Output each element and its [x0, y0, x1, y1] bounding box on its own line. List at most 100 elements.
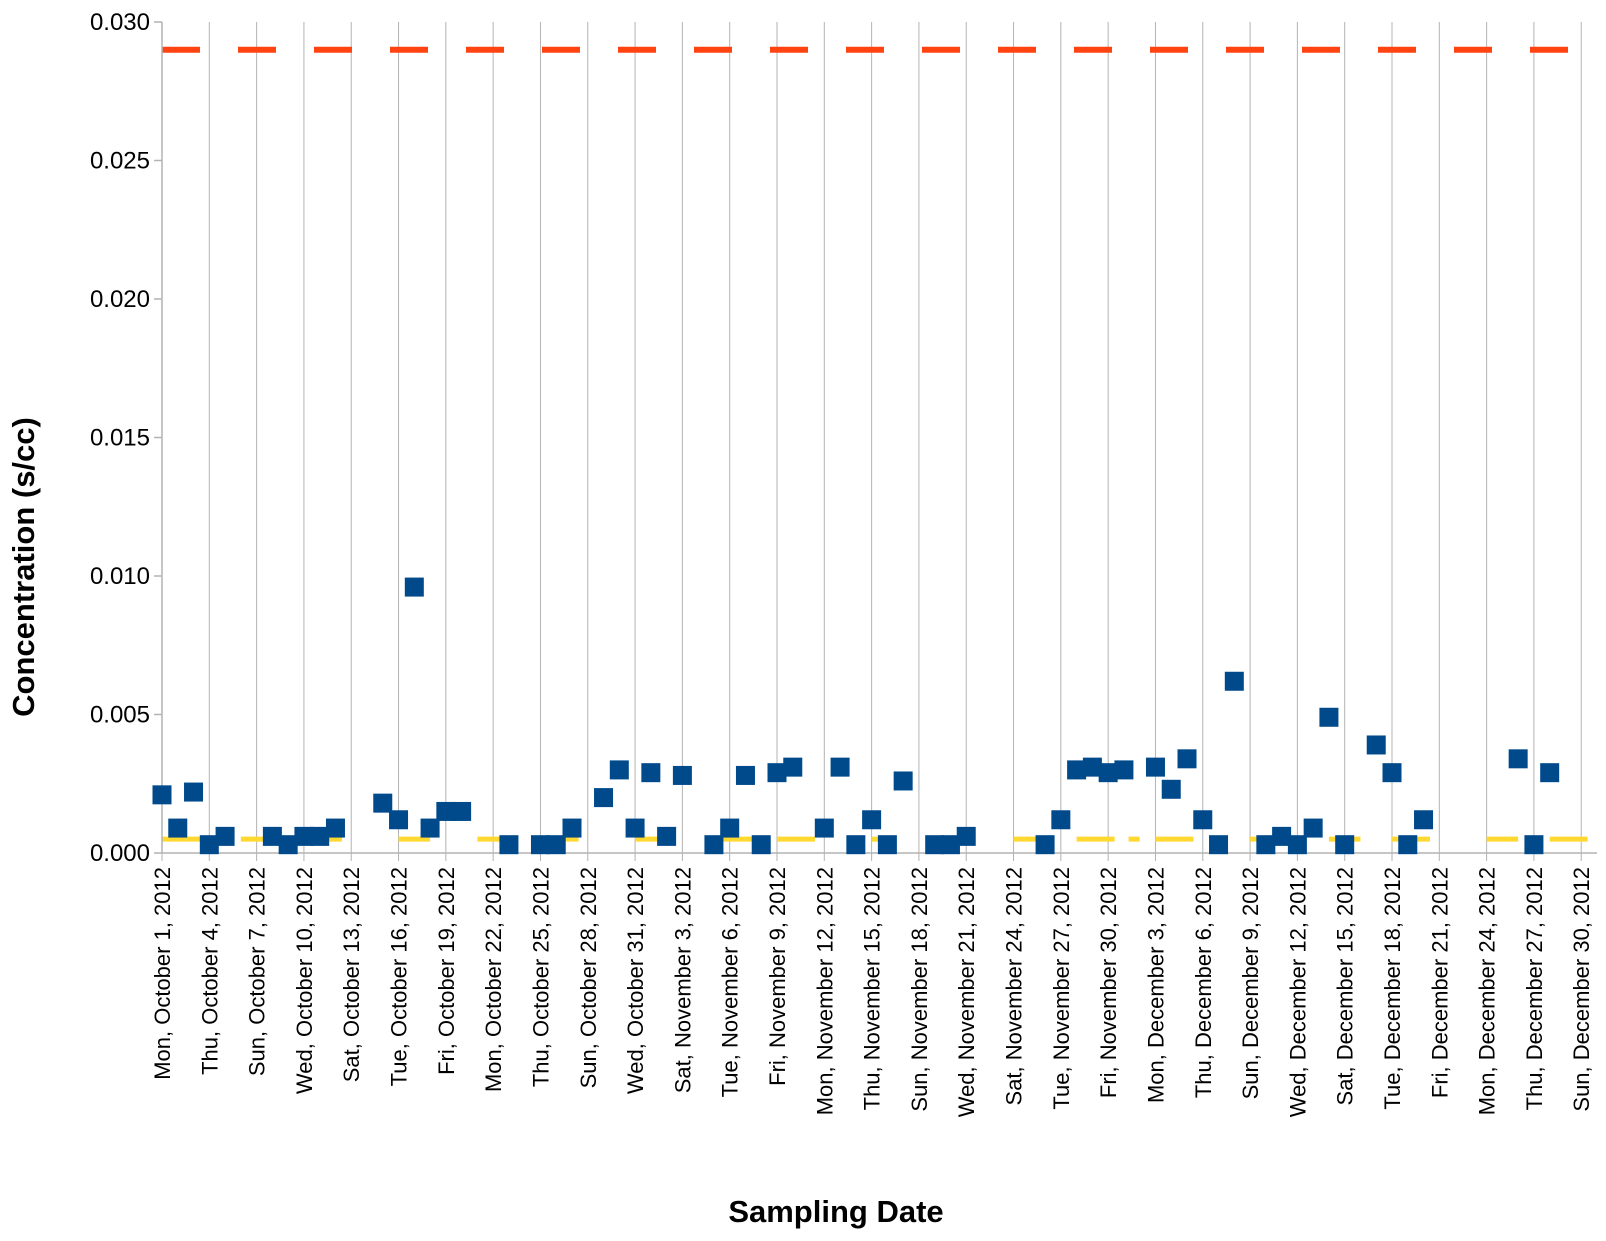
- y-tick-label: 0.015: [90, 425, 150, 452]
- data-point: [1209, 835, 1229, 855]
- data-point: [1145, 757, 1165, 777]
- y-tick-label: 0.005: [90, 702, 150, 729]
- reference-lines: [162, 46, 1597, 842]
- x-tick-label: Fri, November 9, 2012: [765, 867, 790, 1086]
- data-point: [1114, 760, 1134, 780]
- data-point: [625, 818, 645, 838]
- data-point: [562, 818, 582, 838]
- x-axis-title: Sampling Date: [728, 1194, 943, 1229]
- data-point: [1335, 835, 1355, 855]
- data-point: [310, 826, 330, 846]
- data-point: [1224, 671, 1244, 691]
- x-tick-label: Mon, December 24, 2012: [1475, 867, 1500, 1115]
- data-point: [672, 765, 692, 785]
- data-point: [956, 826, 976, 846]
- data-point: [893, 771, 913, 791]
- x-tick-label: Wed, December 12, 2012: [1285, 867, 1310, 1117]
- data-point: [783, 757, 803, 777]
- x-tick-label: Thu, December 6, 2012: [1191, 867, 1216, 1098]
- data-point: [1051, 810, 1071, 830]
- data-point: [1414, 810, 1434, 830]
- data-point: [152, 785, 172, 805]
- grid-lines: [161, 22, 1582, 861]
- data-point: [1272, 826, 1292, 846]
- data-point: [262, 826, 282, 846]
- data-point: [751, 835, 771, 855]
- data-point: [215, 826, 235, 846]
- data-point: [546, 835, 566, 855]
- x-tick-label: Sat, October 13, 2012: [339, 867, 364, 1082]
- data-point: [1398, 835, 1418, 855]
- data-point: [862, 810, 882, 830]
- x-tick-label: Wed, October 31, 2012: [623, 867, 648, 1094]
- x-tick-label: Fri, October 19, 2012: [434, 867, 459, 1075]
- data-point: [1319, 707, 1339, 727]
- data-point: [530, 835, 550, 855]
- x-tick-label: Sat, November 3, 2012: [670, 867, 695, 1093]
- data-point: [767, 763, 787, 783]
- data-points: [152, 577, 1560, 855]
- data-point: [877, 835, 897, 855]
- data-point: [184, 782, 204, 802]
- data-point: [389, 810, 409, 830]
- x-tick-label: Sun, October 7, 2012: [245, 867, 270, 1076]
- y-axis-title: Concentration (s/cc): [6, 417, 41, 717]
- x-tick-labels: Mon, October 1, 2012 Thu, October 4, 2012…: [150, 867, 1594, 1117]
- y-tick-label: 0.025: [90, 148, 150, 175]
- data-point: [436, 801, 456, 821]
- data-point: [1287, 835, 1307, 855]
- x-tick-label: Mon, October 1, 2012: [150, 867, 175, 1080]
- axes: [154, 21, 1597, 854]
- x-tick-label: Wed, November 21, 2012: [954, 867, 979, 1117]
- data-point: [1256, 835, 1276, 855]
- x-tick-label: Tue, November 27, 2012: [1049, 867, 1074, 1110]
- data-point: [1382, 763, 1402, 783]
- data-point: [846, 835, 866, 855]
- data-point: [1161, 779, 1181, 799]
- data-point: [814, 818, 834, 838]
- data-point: [641, 763, 661, 783]
- x-tick-label: Thu, December 27, 2012: [1522, 867, 1547, 1110]
- x-tick-label: Mon, December 3, 2012: [1143, 867, 1168, 1103]
- data-point: [1082, 757, 1102, 777]
- data-point: [278, 835, 298, 855]
- data-point: [294, 826, 314, 846]
- x-tick-label: Sun, December 30, 2012: [1569, 867, 1594, 1112]
- data-point: [1177, 749, 1197, 769]
- data-point: [1540, 763, 1560, 783]
- data-point: [1035, 835, 1055, 855]
- x-tick-label: Thu, November 15, 2012: [860, 867, 885, 1110]
- x-tick-label: Tue, November 6, 2012: [718, 867, 743, 1097]
- x-tick-label: Fri, November 30, 2012: [1096, 867, 1121, 1098]
- x-tick-label: Tue, December 18, 2012: [1380, 867, 1405, 1110]
- data-point: [925, 835, 945, 855]
- y-tick-label: 0.030: [90, 9, 150, 36]
- x-tick-label: Mon, October 22, 2012: [481, 867, 506, 1092]
- data-point: [720, 818, 740, 838]
- data-point: [420, 818, 440, 838]
- data-point: [1067, 760, 1087, 780]
- x-tick-label: Tue, October 16, 2012: [387, 867, 412, 1086]
- data-point: [1524, 835, 1544, 855]
- y-tick-labels: 0.000 0.005 0.010 0.015 0.020 0.025 0.030: [90, 9, 150, 867]
- x-tick-label: Wed, October 10, 2012: [292, 867, 317, 1094]
- data-point: [325, 818, 345, 838]
- data-point: [1508, 749, 1528, 769]
- x-tick-label: Fri, December 21, 2012: [1427, 867, 1452, 1098]
- data-point: [830, 757, 850, 777]
- data-point: [704, 835, 724, 855]
- data-point: [735, 765, 755, 785]
- y-tick-label: 0.000: [90, 840, 150, 867]
- x-tick-label: Sun, December 9, 2012: [1238, 867, 1263, 1099]
- x-tick-label: Sun, November 18, 2012: [907, 867, 932, 1112]
- x-tick-label: Sat, November 24, 2012: [1002, 867, 1027, 1105]
- data-point: [373, 793, 393, 813]
- data-point: [404, 577, 424, 597]
- data-point: [594, 788, 614, 808]
- data-point: [1366, 735, 1386, 755]
- y-tick-label: 0.020: [90, 286, 150, 313]
- data-point: [940, 835, 960, 855]
- data-point: [199, 835, 219, 855]
- data-point: [168, 818, 188, 838]
